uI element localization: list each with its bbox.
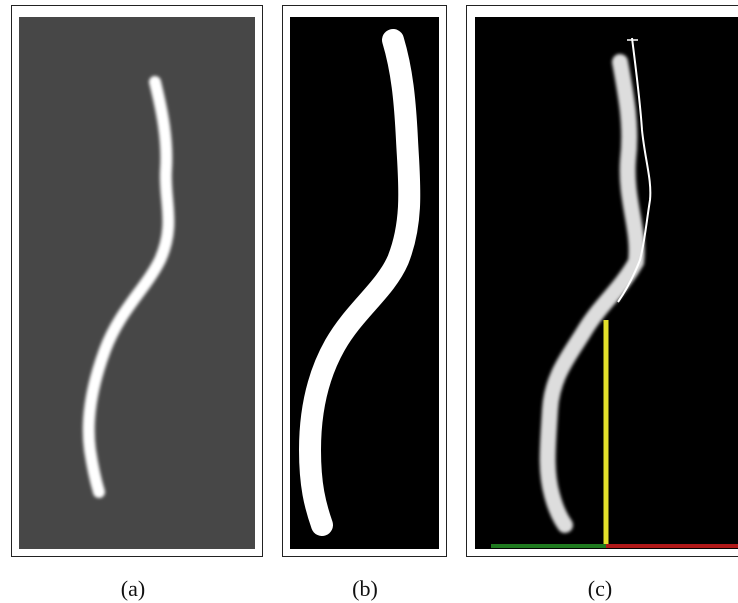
figure: (a) (b) (c) [0, 0, 738, 603]
microscope-image [19, 17, 255, 549]
panel-caption: (b) [325, 576, 405, 602]
figure-panels [0, 0, 738, 603]
panel-caption: (c) [560, 576, 640, 602]
panel-caption: (a) [93, 576, 173, 602]
